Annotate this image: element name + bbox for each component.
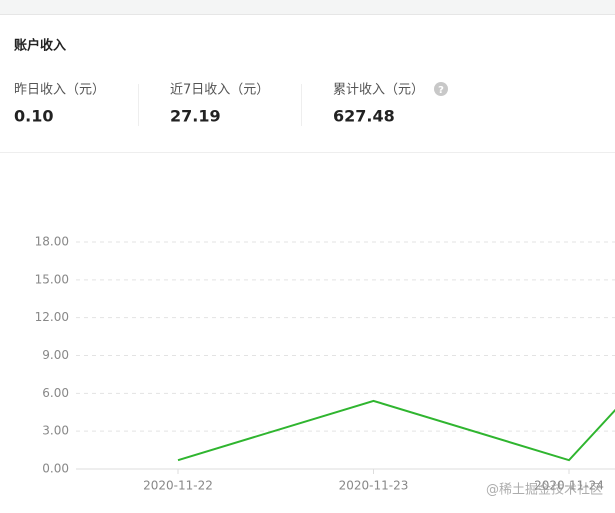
help-icon[interactable]	[434, 82, 448, 96]
x-tick-label: 2020-11-22	[143, 479, 213, 493]
watermark: @稀土掘金技术社区	[486, 482, 603, 498]
chart: 0.00 3.00 6.00 9.00 12.00 15.00 18.00 2020-11-2…	[35, 235, 615, 493]
y-tick-label: 3.00	[42, 424, 69, 438]
stat-value: 0.10	[14, 107, 53, 126]
stat-value: 27.19	[170, 107, 221, 126]
y-tick-label: 18.00	[35, 235, 69, 249]
y-tick-label: 0.00	[42, 462, 69, 476]
top-strip	[0, 0, 615, 14]
section-title: 账户收入	[14, 38, 66, 54]
x-tick-label: 2020-11-23	[339, 479, 409, 493]
stat-label: 近7日收入（元）	[170, 83, 269, 98]
y-tick-label: 9.00	[42, 348, 69, 362]
series-line	[177, 399, 615, 462]
y-tick-label: 15.00	[35, 272, 69, 286]
y-tick-label: 6.00	[42, 386, 69, 400]
stat-label: 昨日收入（元）	[14, 83, 105, 98]
stat-value: 627.48	[333, 107, 395, 126]
stat-label: 累计收入（元）	[333, 83, 424, 98]
x-tick-label: 2020-11-24	[534, 479, 604, 493]
y-tick-label: 12.00	[35, 310, 69, 324]
help-icon-text: ?	[438, 85, 444, 96]
